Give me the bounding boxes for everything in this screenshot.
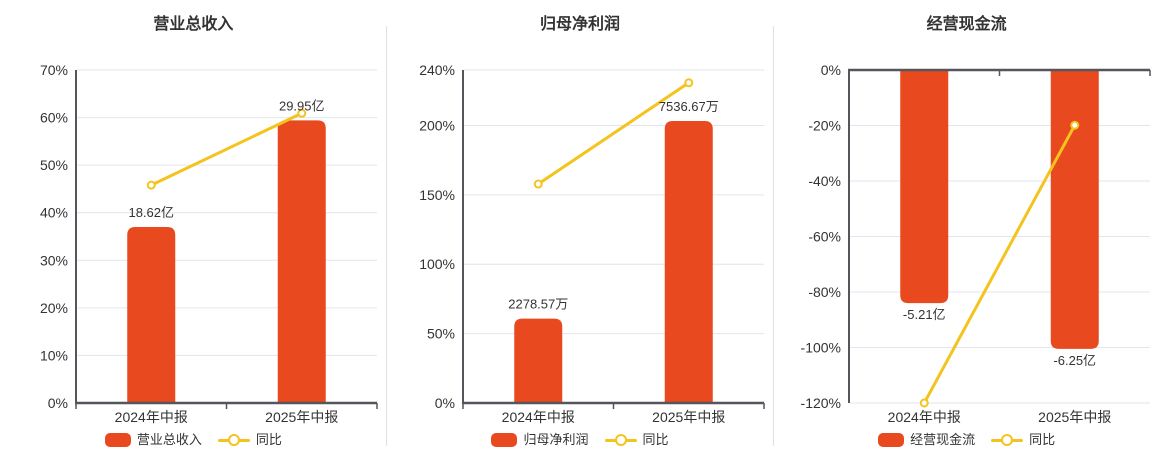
- chart-title: 归母净利润: [540, 16, 621, 33]
- bar-series-label: 归母净利润: [523, 432, 589, 447]
- legend-item-line-series[interactable]: 同比: [217, 432, 282, 447]
- y-axis-tick-label: -80%: [809, 284, 842, 300]
- yoy-marker-2025年中报[interactable]: [683, 78, 693, 88]
- chart-canvas-revenue: 0% 10% 20% 30% 40% 50% 60% 70% 18.62亿 29.95亿 2024年…: [40, 62, 378, 425]
- chart-legend: 归母净利润 同比: [387, 433, 774, 447]
- x-axis-category-label: 2025年中报: [1039, 409, 1112, 425]
- panel-divider: [773, 26, 774, 446]
- yoy-trend-line: [149, 111, 304, 187]
- y-axis-tick-label: -60%: [809, 229, 842, 245]
- x-axis-category-label: 2025年中报: [265, 409, 338, 425]
- y-axis-tick-label: 40%: [40, 205, 68, 221]
- legend-item-line-series[interactable]: 同比: [604, 432, 669, 447]
- y-axis-tick-label: -100%: [801, 340, 841, 356]
- chart-title: 营业总收入: [153, 16, 234, 33]
- yoy-trend-line: [536, 81, 690, 186]
- y-axis-tick-label: -40%: [809, 173, 842, 189]
- bar-2025年中报[interactable]: [1051, 70, 1100, 349]
- panel-divider: [386, 26, 387, 446]
- y-axis-tick-label: 100%: [419, 256, 455, 272]
- y-axis-tick-label: 10%: [40, 347, 68, 363]
- chart-canvas-net-profit: 0% 50% 100% 150% 200% 240% 2278.57万 7536.67万 202…: [419, 62, 765, 425]
- x-axis-category-label: 2025年中报: [652, 409, 725, 425]
- x-axis-category-label: 2024年中报: [501, 409, 574, 425]
- x-axis-category-label: 2024年中报: [115, 409, 188, 425]
- bar-value-label: -6.25亿: [1054, 353, 1097, 368]
- yoy-marker-2025年中报[interactable]: [1070, 120, 1080, 130]
- yoy-marker-2024年中报[interactable]: [920, 398, 930, 408]
- yoy-marker-2024年中报[interactable]: [533, 179, 543, 189]
- bar-2024年中报[interactable]: [513, 318, 562, 403]
- bar-value-label: 2278.57万: [508, 297, 568, 312]
- legend-item-line-series[interactable]: 同比: [991, 433, 1055, 447]
- y-axis-tick-label: 0%: [821, 62, 841, 78]
- bar-2025年中报[interactable]: [664, 121, 713, 403]
- yoy-marker-2025年中报[interactable]: [297, 108, 307, 118]
- bar-swatch-icon: [878, 433, 905, 447]
- y-axis-tick-label: -20%: [809, 118, 842, 134]
- chart-panel-net-profit: 归母净利润 0% 50% 100% 150% 200% 240% 2278.57万 7536.…: [387, 0, 774, 450]
- bar-value-label: 7536.67万: [658, 99, 718, 114]
- y-axis-tick-label: 0%: [434, 395, 454, 411]
- legend-item-bar-series[interactable]: 经营现金流: [878, 433, 975, 447]
- bar-2024年中报[interactable]: [900, 70, 949, 304]
- chart-panel-operating-cash-flow: 经营现金流 0% -20% -40% -60% -80% -100% -120% -5.21亿…: [773, 0, 1160, 450]
- legend-item-bar-series[interactable]: 营业总收入: [104, 432, 202, 447]
- yoy-marker-2024年中报[interactable]: [146, 180, 156, 190]
- chart-legend: 营业总收入 同比: [0, 433, 387, 447]
- chart-legend: 经营现金流 同比: [773, 433, 1160, 447]
- y-axis-tick-label: 70%: [40, 62, 68, 78]
- line-marker-icon: [217, 433, 250, 447]
- yoy-trend-line: [923, 123, 1077, 405]
- bar-swatch-icon: [104, 433, 131, 447]
- bar-series-label: 经营现金流: [910, 432, 976, 447]
- chart-title: 经营现金流: [926, 16, 1007, 33]
- y-axis-tick-label: 200%: [419, 118, 455, 134]
- bar-value-label: -5.21亿: [903, 307, 946, 322]
- y-axis-tick-label: 30%: [40, 252, 68, 268]
- bar-series-label: 营业总收入: [136, 432, 202, 447]
- legend-item-bar-series[interactable]: 归母净利润: [491, 432, 589, 447]
- bar-2024年中报[interactable]: [127, 226, 176, 403]
- y-axis-tick-label: 50%: [427, 326, 455, 342]
- line-marker-icon: [991, 433, 1024, 447]
- line-series-label: 同比: [1029, 432, 1056, 447]
- y-axis-tick-label: 60%: [40, 110, 68, 126]
- line-marker-icon: [604, 433, 637, 447]
- chart-canvas-operating-cash-flow: 0% -20% -40% -60% -80% -100% -120% -5.21亿 -6.25亿…: [801, 62, 1152, 425]
- chart-panel-revenue: 营业总收入 0% 10% 20% 30% 40% 50% 60% 70% 18.62亿 29.95…: [0, 0, 387, 450]
- y-axis-tick-label: 50%: [40, 157, 68, 173]
- y-axis-tick-label: 20%: [40, 300, 68, 316]
- line-series-label: 同比: [642, 432, 669, 447]
- bar-2025年中报[interactable]: [277, 120, 326, 403]
- x-axis-category-label: 2024年中报: [888, 409, 961, 425]
- line-series-label: 同比: [255, 432, 282, 447]
- bar-value-label: 18.62亿: [128, 205, 174, 220]
- y-axis-tick-label: -120%: [801, 395, 841, 411]
- y-axis-tick-label: 240%: [419, 62, 455, 78]
- bar-swatch-icon: [491, 433, 518, 447]
- y-axis-tick-label: 150%: [419, 187, 455, 203]
- y-axis-tick-label: 0%: [48, 395, 68, 411]
- bar-value-label: 29.95亿: [279, 98, 325, 113]
